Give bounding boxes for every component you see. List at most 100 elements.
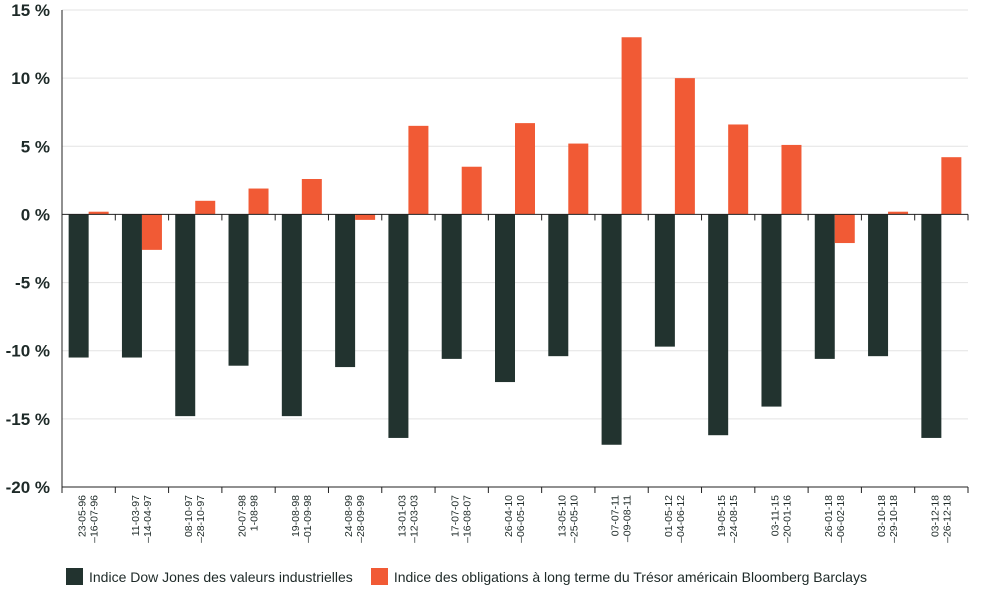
bar-dow-jones xyxy=(281,214,302,417)
x-tick-label: 26-01-18 –06-02-18 xyxy=(823,495,847,543)
bar-treasury xyxy=(888,211,909,215)
x-tick-label-line: –14-04-97 xyxy=(142,495,154,543)
bar-dow-jones xyxy=(814,214,835,359)
x-tick-label-line: 17-07-07 xyxy=(450,495,462,537)
x-tick-label-line: –25-05-10 xyxy=(568,495,580,543)
x-tick-label: 17-07-07 –16-08-07 xyxy=(450,495,474,543)
bar-dow-jones xyxy=(335,214,356,368)
bar-treasury xyxy=(461,166,482,215)
x-tick-label: 19-05-15 –24-08-15 xyxy=(716,495,740,543)
bar-treasury xyxy=(248,188,269,215)
x-tick-label-line: –01-09-98 xyxy=(302,495,314,543)
y-tick-label: 15 % xyxy=(11,1,50,20)
bar-dow-jones xyxy=(654,214,675,347)
x-tick-label-line: 01-05-12 xyxy=(663,495,675,537)
y-tick-label: -20 % xyxy=(6,478,50,497)
bar-treasury xyxy=(141,214,162,250)
x-tick-label-line: –29-10-18 xyxy=(888,495,900,543)
bar-treasury xyxy=(941,157,962,215)
x-tick-label: 08-10-97 –28-10-97 xyxy=(183,495,207,543)
x-tick-label: 19-08-98 –01-09-98 xyxy=(290,495,314,543)
bar-treasury xyxy=(674,78,695,215)
x-tick-label-line: 19-05-15 xyxy=(716,495,728,537)
bar-dow-jones xyxy=(708,214,729,436)
legend-swatch-treasury xyxy=(370,568,388,585)
x-tick-label-line: 13-01-03 xyxy=(396,495,408,537)
bar-treasury xyxy=(355,214,376,220)
legend-item-dow-jones: Indice Dow Jones des valeurs industriell… xyxy=(66,568,353,585)
y-tick-label: 5 % xyxy=(21,137,50,156)
bar-treasury xyxy=(728,124,749,215)
bar-treasury xyxy=(781,144,802,215)
x-tick-label-line: 13-05-10 xyxy=(556,495,568,537)
x-tick-label-line: –28-09-99 xyxy=(355,495,367,543)
x-tick-label-line: 03-11-15 xyxy=(769,495,781,536)
y-tick-label: -15 % xyxy=(6,410,50,429)
x-tick-label: 11-03-97 –14-04-97 xyxy=(130,495,154,543)
x-tick-label-line: 11-03-97 xyxy=(130,495,142,536)
x-tick-label-line: 03-10-18 xyxy=(876,495,888,537)
legend-label-dow-jones: Indice Dow Jones des valeurs industriell… xyxy=(89,568,353,585)
x-tick-label: 03-10-18 –29-10-18 xyxy=(876,495,900,543)
x-tick-label-line: –26-12-18 xyxy=(941,495,953,543)
y-tick-label: -10 % xyxy=(6,342,50,361)
bar-dow-jones xyxy=(921,214,942,438)
x-tick-label: 20-07-98 1-08-98 xyxy=(237,495,261,537)
x-tick-label-line: 23-05-96 xyxy=(77,495,89,537)
bar-dow-jones xyxy=(121,214,142,358)
bar-treasury xyxy=(88,211,109,215)
x-tick-label-line: 24-08-99 xyxy=(343,495,355,537)
bar-treasury xyxy=(834,214,855,244)
bar-dow-jones xyxy=(228,214,249,366)
legend-item-treasury: Indice des obligations à long terme du T… xyxy=(370,568,867,585)
x-tick-label-line: 07-07-11 xyxy=(610,495,622,536)
bar-dow-jones xyxy=(68,214,89,358)
x-tick-label: 24-08-99 –28-09-99 xyxy=(343,495,367,543)
x-tick-label-line: –24-08-15 xyxy=(728,495,740,543)
bar-dow-jones xyxy=(548,214,569,357)
bar-treasury xyxy=(515,123,535,215)
x-tick-label-line: –16-07-96 xyxy=(89,495,101,543)
legend: Indice Dow Jones des valeurs industriell… xyxy=(66,568,885,585)
x-tick-label-line: –09-08-11 xyxy=(622,495,634,542)
y-tick-label: 10 % xyxy=(11,69,50,88)
bar-dow-jones xyxy=(441,214,462,359)
x-tick-label-line: –12-03-03 xyxy=(408,495,420,543)
bar-dow-jones xyxy=(601,214,622,445)
x-tick-label-line: –06-05-10 xyxy=(515,495,527,543)
x-tick-label-line: 03-12-18 xyxy=(929,495,941,537)
x-tick-label-line: 1-08-98 xyxy=(249,495,261,531)
x-tick-label-line: 08-10-97 xyxy=(183,495,195,537)
x-tick-label-line: 20-07-98 xyxy=(237,495,249,537)
bar-dow-jones xyxy=(495,214,515,383)
x-tick-label: 07-07-11 –09-08-11 xyxy=(610,495,634,542)
x-tick-label: 26-04-10 –06-05-10 xyxy=(503,495,527,543)
bar-dow-jones xyxy=(868,214,889,357)
bar-treasury xyxy=(621,37,642,215)
x-tick-label: 01-05-12 –04-06-12 xyxy=(663,495,687,543)
x-tick-label: 13-05-10 –25-05-10 xyxy=(556,495,580,543)
bar-chart: 15 % 10 % 5 % 0 % -5 % -10 % -15 % -20 % 23-05-9… xyxy=(6,1,969,543)
x-tick-label-line: –20-01-16 xyxy=(781,495,793,543)
x-tick-label-line: –16-08-07 xyxy=(462,495,474,543)
x-tick-label: 03-12-18 –26-12-18 xyxy=(929,495,953,543)
bar-treasury xyxy=(301,178,322,215)
legend-swatch-dow-jones xyxy=(66,568,83,585)
y-tick-label: -5 % xyxy=(15,274,50,293)
bar-treasury xyxy=(568,143,589,215)
x-tick-label: 13-01-03 –12-03-03 xyxy=(396,495,420,543)
bar-dow-jones xyxy=(175,214,196,417)
x-tick-label: 03-11-15 –20-01-16 xyxy=(769,495,793,543)
legend-label-treasury: Indice des obligations à long terme du T… xyxy=(393,568,867,585)
bar-dow-jones xyxy=(761,214,782,407)
x-tick-label: 23-05-96 –16-07-96 xyxy=(77,495,101,543)
bar-treasury xyxy=(195,200,216,215)
x-tick-label-line: 19-08-98 xyxy=(290,495,302,537)
x-tick-label-line: –28-10-97 xyxy=(195,495,207,543)
bar-treasury xyxy=(408,125,429,215)
x-tick-label-line: –06-02-18 xyxy=(835,495,847,543)
y-tick-label: 0 % xyxy=(21,205,50,224)
x-tick-label-line: 26-04-10 xyxy=(503,495,515,537)
x-tick-label-line: –04-06-12 xyxy=(675,495,687,543)
